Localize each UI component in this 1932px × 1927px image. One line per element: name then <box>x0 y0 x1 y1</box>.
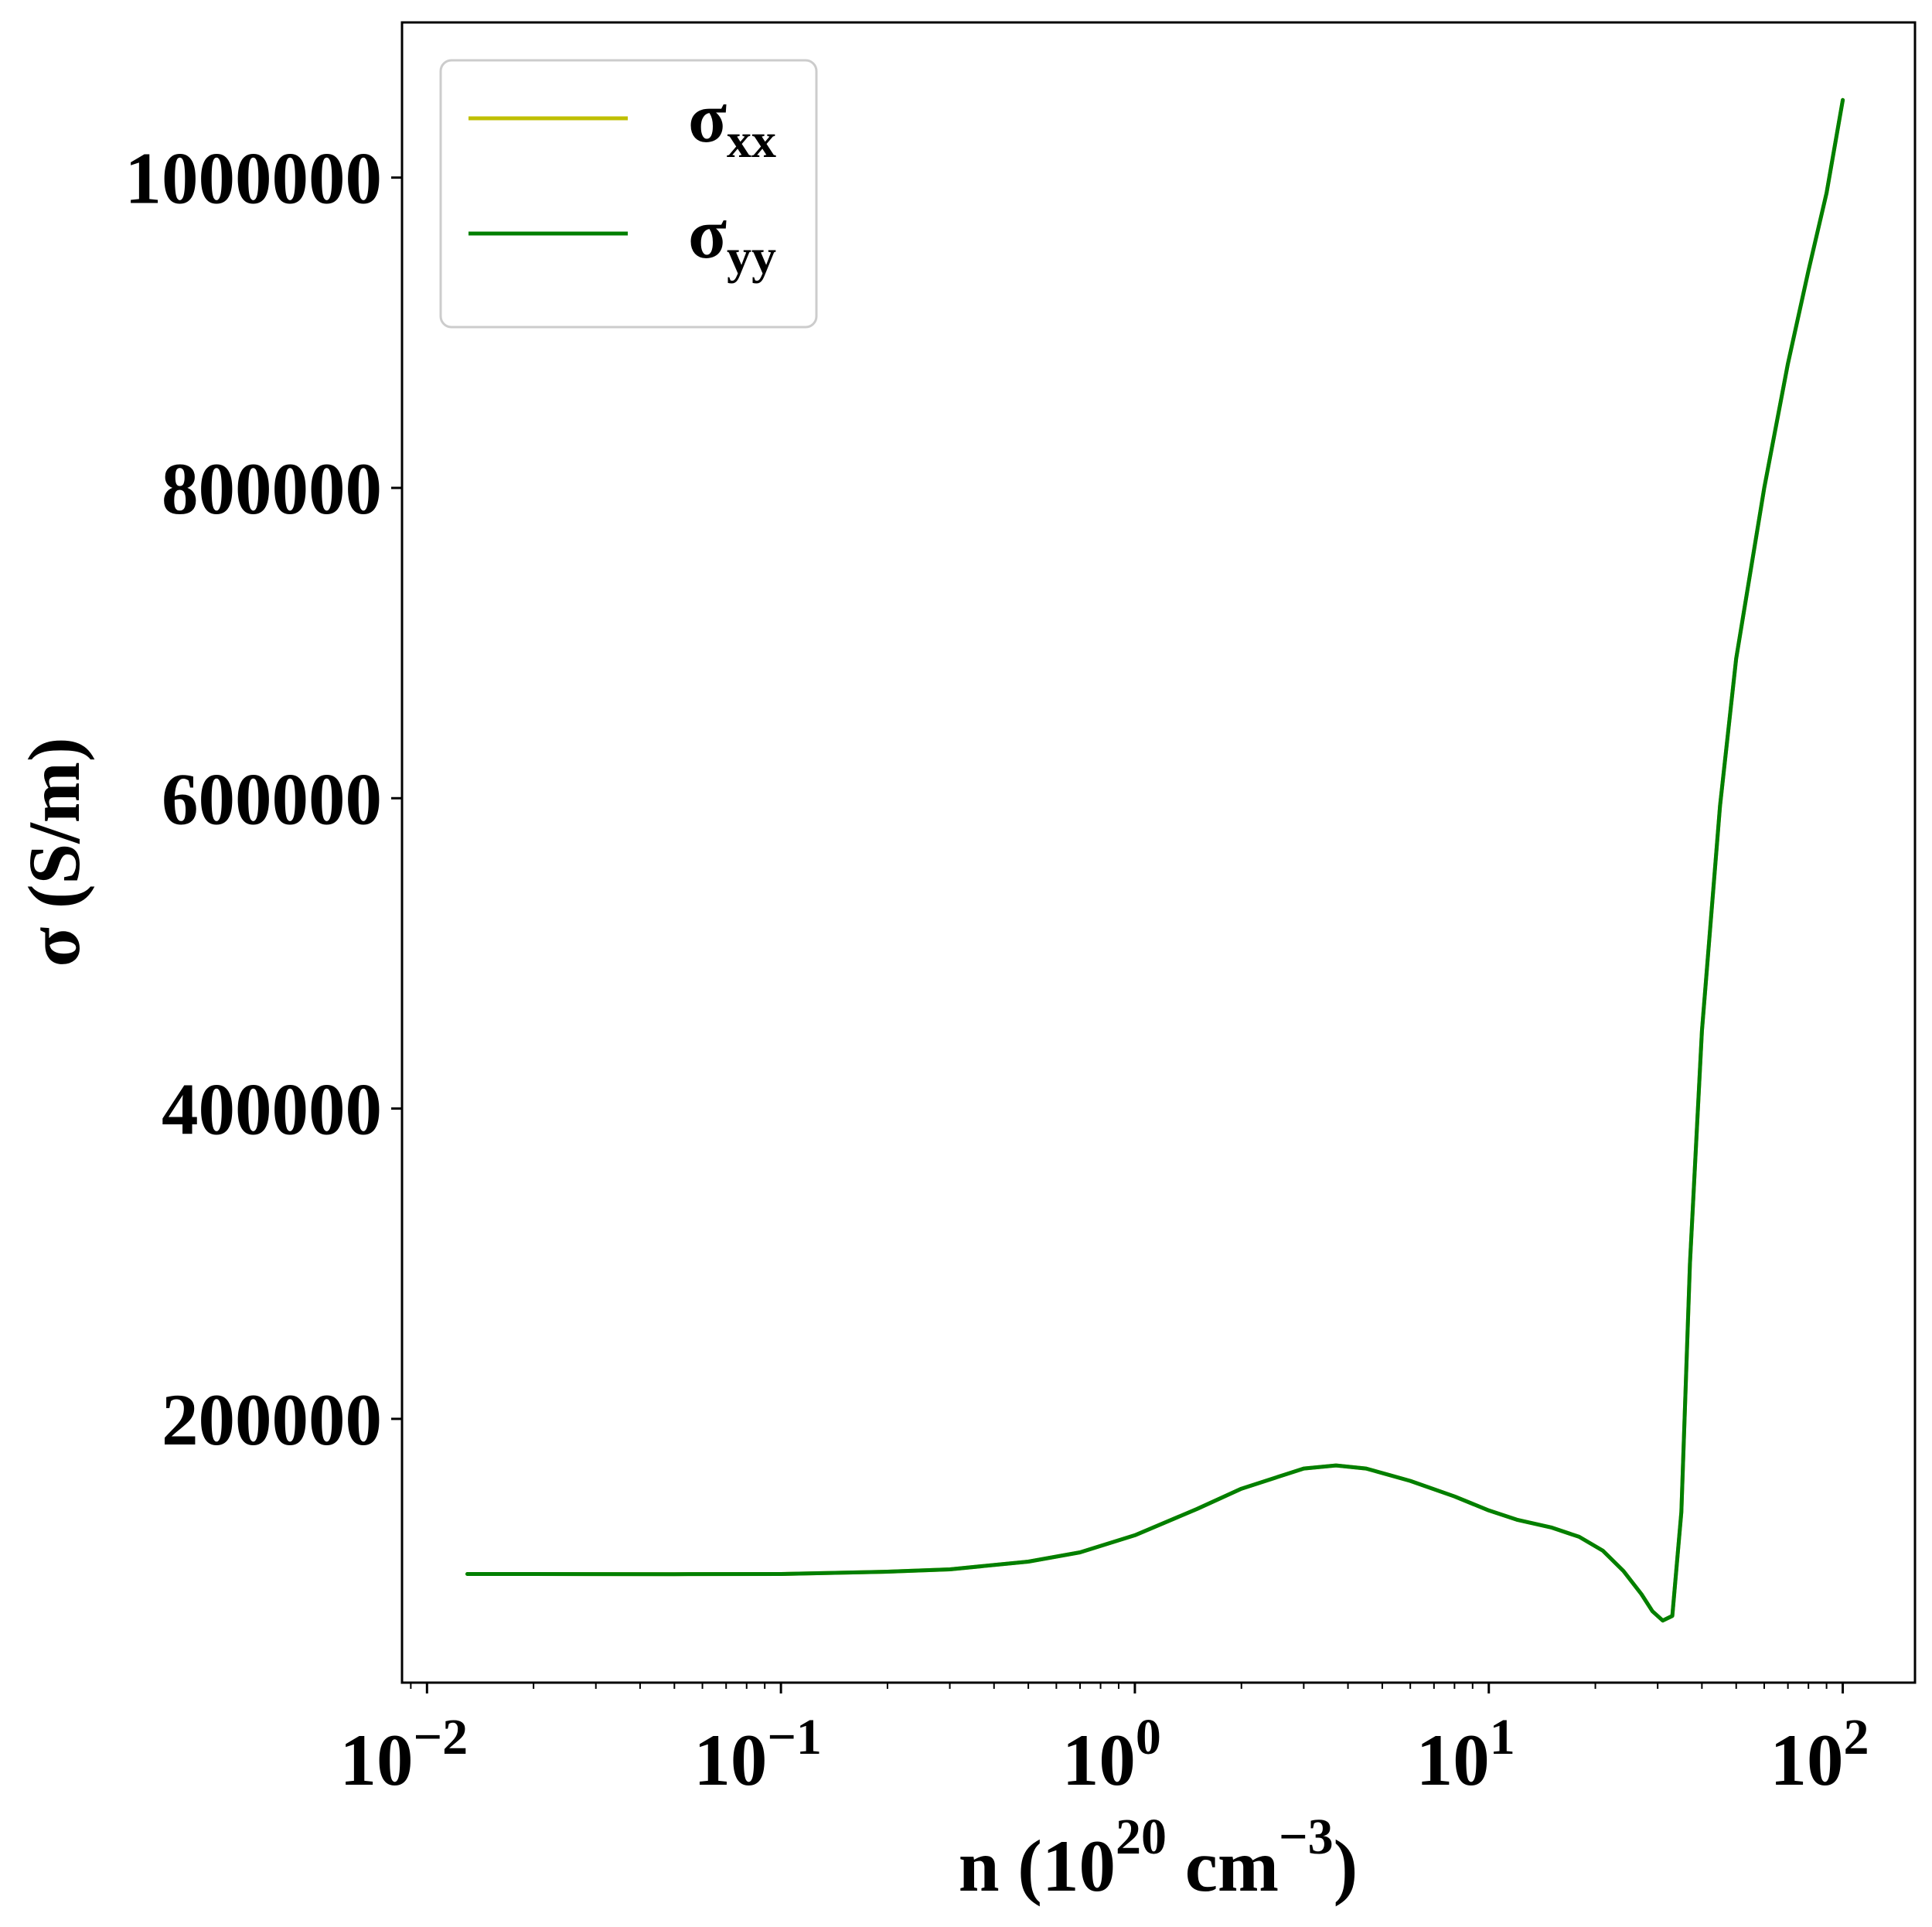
legend-label-sigma-xx: σxx <box>688 78 776 168</box>
y-tick-label: 600000 <box>162 758 382 840</box>
x-axis-label-base: n (10 <box>959 1825 1116 1907</box>
legend-label-sigma-yy-base: σ <box>688 194 727 273</box>
series-line-sigma-yy <box>465 97 1845 1623</box>
x-axis-label-end: ) <box>1334 1825 1358 1907</box>
y-tick-label: 800000 <box>162 448 382 530</box>
x-tick-label: 10−2 <box>340 1709 469 1801</box>
x-tick-label-exponent: −1 <box>767 1709 822 1765</box>
legend-label-sigma-yy-sub: yy <box>727 229 776 284</box>
legend-label-sigma-xx-sub: xx <box>727 113 776 168</box>
legend-box <box>439 59 818 329</box>
x-axis-label-exp1: 20 <box>1116 1809 1167 1865</box>
x-tick-label-base: 10 <box>340 1719 414 1801</box>
x-tick-label: 100 <box>1062 1709 1161 1801</box>
legend-label-sigma-yy: σyy <box>688 194 776 284</box>
x-axis-label-exp2: −3 <box>1279 1809 1334 1865</box>
x-tick-label: 102 <box>1770 1709 1869 1801</box>
plot-area <box>400 21 1917 1684</box>
x-tick-label-exponent: 1 <box>1490 1709 1515 1765</box>
series-layer <box>465 97 1845 1623</box>
x-tick-label: 101 <box>1416 1709 1515 1801</box>
x-tick-label-base: 10 <box>1062 1719 1136 1801</box>
legend-label-sigma-xx-base: σ <box>688 78 727 157</box>
x-tick-label-exponent: 2 <box>1844 1709 1869 1765</box>
y-tick-label: 400000 <box>162 1069 382 1151</box>
x-axis-label: n (1020 cm−3) <box>959 1809 1358 1907</box>
x-tick-label-exponent: 0 <box>1136 1709 1161 1765</box>
axes-frame <box>400 21 1917 1684</box>
x-tick-label: 10−1 <box>693 1709 822 1801</box>
x-tick-label-exponent: −2 <box>414 1709 469 1765</box>
legend: σxx σyy <box>439 59 818 329</box>
x-tick-label-base: 10 <box>1416 1719 1490 1801</box>
x-tick-label-base: 10 <box>693 1719 767 1801</box>
x-axis-ticks: 10−2 10−1 100 101 102 <box>340 1683 1869 1801</box>
x-axis-label-mid: cm <box>1167 1825 1279 1907</box>
x-tick-label-base: 10 <box>1770 1719 1844 1801</box>
y-tick-label: 1000000 <box>125 138 383 220</box>
y-tick-label: 200000 <box>162 1379 382 1461</box>
y-axis-ticks: 200000 400000 600000 800000 1000000 <box>125 138 402 1461</box>
y-axis-label: σ (S/m) <box>13 737 95 967</box>
